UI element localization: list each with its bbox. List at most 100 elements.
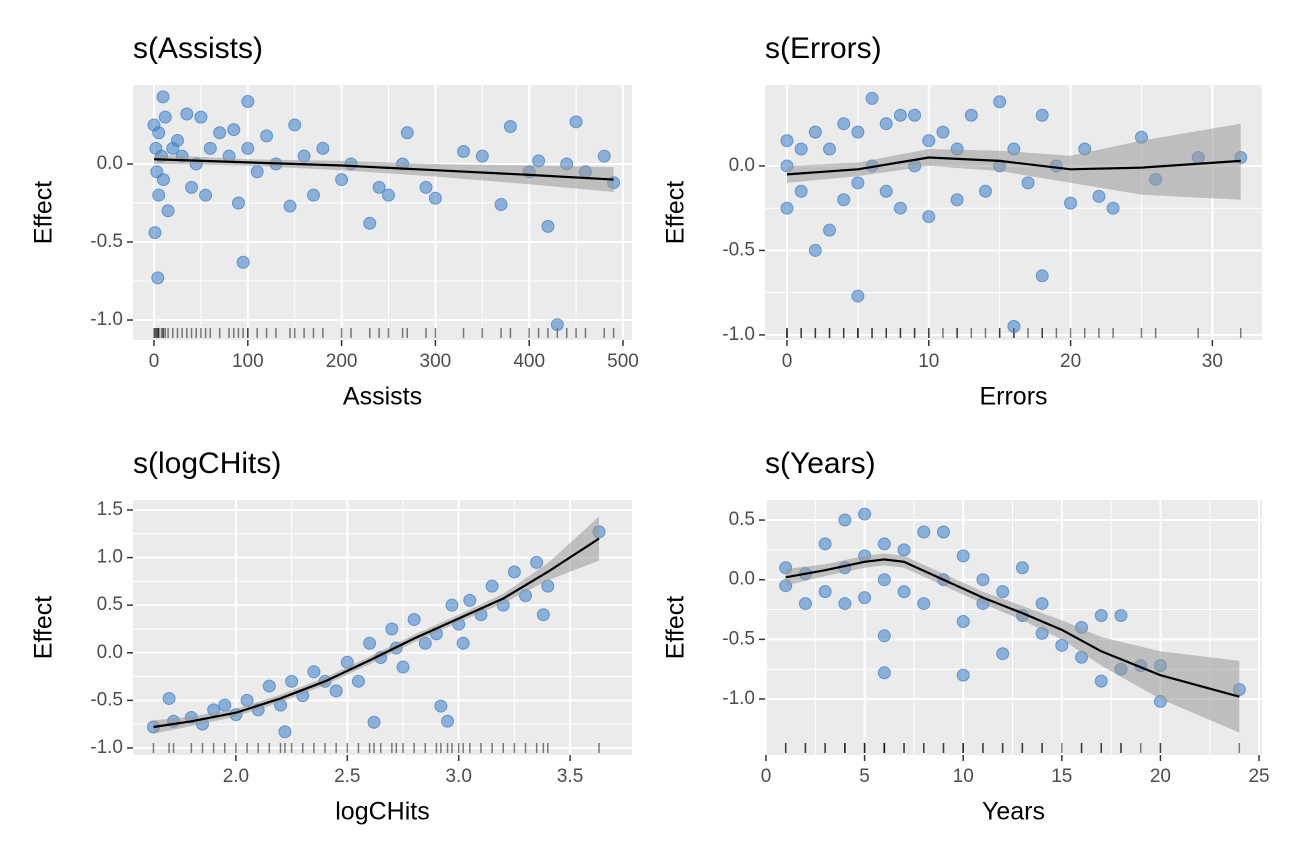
x-tick-label: 0 <box>782 351 793 372</box>
y-tick-label: 0.0 <box>97 642 123 663</box>
smooth-line <box>153 537 600 729</box>
point <box>917 597 931 611</box>
point <box>550 318 564 332</box>
x-tick-label: 100 <box>232 351 264 372</box>
point <box>865 91 879 105</box>
point <box>203 141 217 155</box>
point <box>956 668 970 682</box>
point <box>798 597 812 611</box>
point <box>851 125 865 139</box>
point <box>148 226 162 240</box>
panel: -1.0 -0.5 0.0 0 10 20 30 s(Errors) Errors Effect <box>662 32 1262 411</box>
point <box>597 149 611 163</box>
point <box>262 679 276 693</box>
y-tick-label: 1.0 <box>97 547 123 568</box>
y-tick-label: 0.5 <box>97 594 123 615</box>
point <box>151 271 165 285</box>
point <box>922 210 936 224</box>
point <box>1007 319 1021 333</box>
y-tick-label: -1.0 <box>722 324 755 345</box>
point <box>227 123 241 137</box>
point <box>908 108 922 122</box>
point <box>385 622 399 636</box>
x-tick-label: 15 <box>1051 766 1072 787</box>
point <box>306 188 320 202</box>
point <box>1035 597 1049 611</box>
point <box>456 636 470 650</box>
x-tick-label: 30 <box>1202 351 1223 372</box>
x-tick-label: 0 <box>761 766 772 787</box>
x-tick-label: 3.5 <box>557 766 583 787</box>
x-tick-label: 300 <box>420 351 452 372</box>
point <box>541 219 555 233</box>
point <box>1035 108 1049 122</box>
point <box>241 95 255 109</box>
x-tick-label: 400 <box>513 351 545 372</box>
point <box>978 184 992 198</box>
panel: -1.0 -0.5 0.0 0 100 200 300 400 500 s(Assists) Ass… <box>30 32 639 411</box>
point <box>1015 561 1029 575</box>
point <box>851 176 865 190</box>
point <box>363 636 377 650</box>
point <box>838 513 852 527</box>
y-axis-title: Effect <box>662 181 690 245</box>
point <box>1021 176 1035 190</box>
point <box>441 714 455 728</box>
x-tick-label: 0 <box>149 351 160 372</box>
point <box>808 125 822 139</box>
y-tick-label: -0.5 <box>90 231 123 252</box>
point <box>936 125 950 139</box>
point <box>956 614 970 628</box>
x-tick-label: 10 <box>953 766 974 787</box>
point <box>236 255 250 269</box>
y-tick-label: -0.5 <box>722 239 755 260</box>
y-axis-title: Effect <box>30 181 58 245</box>
y-tick-label: 0.0 <box>729 569 755 590</box>
point <box>372 180 386 194</box>
point <box>400 126 414 140</box>
y-axis-title: Effect <box>30 596 58 660</box>
point <box>808 243 822 257</box>
x-tick-label: 3.0 <box>445 766 471 787</box>
point <box>158 110 172 124</box>
point <box>463 593 477 607</box>
point <box>1094 609 1108 623</box>
point <box>858 591 872 605</box>
x-tick-label: 2.5 <box>334 766 360 787</box>
point <box>152 188 166 202</box>
point <box>877 666 891 680</box>
confidence-band <box>785 553 1240 733</box>
x-tick-label: 10 <box>918 351 939 372</box>
point <box>396 660 410 674</box>
point <box>897 543 911 557</box>
point <box>329 684 343 698</box>
point <box>569 115 583 129</box>
y-tick-label: 0.0 <box>729 155 755 176</box>
point <box>363 216 377 230</box>
point <box>1106 201 1120 215</box>
y-tick-label: -0.5 <box>722 628 755 649</box>
point <box>976 573 990 587</box>
x-tick-label: 200 <box>326 351 358 372</box>
point <box>993 95 1007 109</box>
point <box>837 193 851 207</box>
point <box>536 608 550 622</box>
point <box>532 154 546 168</box>
x-tick-label: 20 <box>1150 766 1171 787</box>
x-tick-label: 500 <box>607 351 639 372</box>
point <box>434 699 448 713</box>
point <box>241 141 255 155</box>
point <box>283 199 297 213</box>
point <box>170 134 184 148</box>
point <box>445 598 459 612</box>
point <box>213 126 227 140</box>
point <box>367 715 381 729</box>
x-axis-title: Assists <box>343 383 422 411</box>
point <box>877 537 891 551</box>
point <box>996 647 1010 661</box>
y-tick-label: -1.0 <box>90 737 123 758</box>
y-tick-label: -0.5 <box>90 689 123 710</box>
point <box>818 537 832 551</box>
point <box>818 585 832 599</box>
panel: -1.0 -0.5 0.0 0.5 1.0 1.5 2.0 2.5 3.0 3.5 s(logCHi… <box>30 447 632 826</box>
